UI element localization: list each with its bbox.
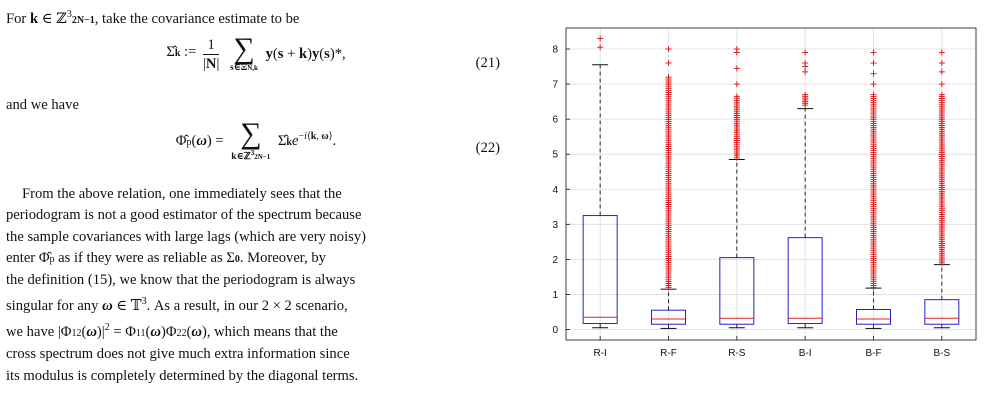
box-r-s	[719, 46, 755, 329]
outlier-marker	[665, 46, 672, 53]
box-iqr	[787, 237, 823, 325]
box-b-s	[924, 49, 960, 329]
outlier-marker	[870, 60, 877, 67]
boxplot-boxes	[582, 35, 960, 329]
box-iqr	[719, 257, 755, 325]
x-tick-label: B-I	[799, 348, 812, 359]
outlier-marker	[802, 60, 809, 67]
outlier-marker	[870, 70, 877, 77]
y-tick-label: 1	[552, 290, 558, 301]
outlier-marker	[665, 74, 672, 81]
axes-frame	[565, 27, 977, 341]
outlier-marker	[870, 81, 877, 88]
x-tick-label: R-S	[728, 348, 746, 359]
and-we-have: and we have	[6, 97, 79, 114]
outlier-marker	[733, 81, 740, 88]
x-tick-label: R-F	[660, 348, 677, 359]
y-tick-label: 8	[552, 45, 558, 56]
box-r-i	[582, 35, 618, 329]
paragraph: From the above relation, one immediately…	[6, 186, 366, 384]
box-b-f	[856, 49, 891, 329]
y-tick-label: 5	[552, 150, 558, 161]
outlier-marker	[733, 46, 740, 53]
y-tick-label: 4	[552, 185, 558, 196]
outlier-marker	[870, 91, 877, 98]
y-tick-label: 2	[552, 255, 558, 266]
y-tick-label: 0	[552, 325, 558, 336]
outlier-marker	[938, 91, 945, 98]
outlier-marker	[938, 49, 945, 56]
outlier-marker	[597, 44, 604, 51]
x-tick-label: B-F	[865, 348, 881, 359]
outlier-marker	[597, 35, 604, 42]
outlier-marker	[802, 68, 809, 75]
outlier-marker	[870, 49, 877, 56]
box-r-f	[651, 46, 686, 329]
box-iqr	[582, 215, 618, 325]
y-tick-label: 6	[552, 115, 558, 126]
outlier-marker	[938, 81, 945, 88]
axis-ticks: 0 1 2 3 4 5 6 7 8 R-I R-F R-S B-I B-F B-S	[552, 45, 950, 359]
x-tick-label: B-S	[933, 348, 950, 359]
x-tick-label: R-I	[593, 348, 606, 359]
outlier-marker	[733, 93, 740, 100]
outlier-marker	[938, 68, 945, 75]
outlier-marker	[665, 60, 672, 67]
equation-22: Φ̂p(ω) = ∑ k∈ℤ32N−1 Σ̂ke−i⟨k, ω⟩. (22)	[175, 117, 500, 163]
paper-text-column: For k ∈ ℤ32N−1, take the covariance esti…	[6, 4, 506, 387]
box-iqr	[856, 309, 891, 325]
y-tick-label: 3	[552, 220, 558, 231]
outlier-marker	[802, 91, 809, 98]
box-iqr	[924, 299, 960, 325]
equation-21: Σ̂k := 1 |N| ∑ s∈ΞN,k y(s + k)y(s)*, (21)	[166, 32, 500, 74]
box-iqr	[651, 309, 686, 325]
box-b-i	[787, 49, 823, 329]
intro-line: For k ∈ ℤ32N−1, take the covariance esti…	[6, 9, 300, 27]
outlier-marker	[938, 60, 945, 67]
outlier-marker	[802, 49, 809, 56]
grid-lines	[566, 28, 976, 340]
y-tick-label: 7	[552, 80, 558, 91]
outlier-marker	[733, 65, 740, 72]
boxplot-figure: 0 1 2 3 4 5 6 7 8 R-I R-F R-S B-I B-F B-S	[552, 27, 977, 359]
